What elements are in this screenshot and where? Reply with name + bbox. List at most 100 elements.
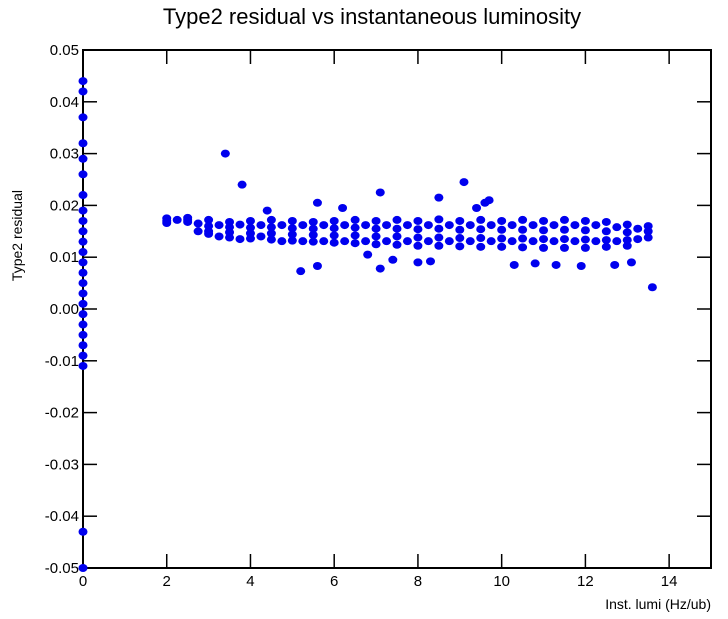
- point: [266, 235, 276, 244]
- point: [78, 216, 88, 225]
- point: [340, 221, 350, 230]
- point: [220, 149, 230, 158]
- point: [361, 221, 371, 230]
- point: [643, 233, 653, 242]
- point: [612, 237, 622, 246]
- point: [287, 224, 297, 233]
- point: [392, 224, 402, 233]
- point: [497, 234, 507, 243]
- point: [455, 225, 465, 234]
- point: [476, 215, 486, 224]
- point: [78, 206, 88, 215]
- point: [245, 216, 255, 225]
- point: [434, 193, 444, 202]
- point: [559, 225, 569, 234]
- point: [78, 527, 88, 536]
- point: [539, 226, 549, 235]
- point: [518, 225, 528, 234]
- point: [528, 237, 538, 246]
- point: [350, 239, 360, 248]
- point: [633, 235, 643, 244]
- point: [413, 258, 423, 267]
- point: [423, 221, 433, 230]
- point: [277, 237, 287, 246]
- point: [312, 198, 322, 207]
- point: [484, 196, 494, 205]
- point: [455, 216, 465, 225]
- point: [518, 215, 528, 224]
- point: [78, 191, 88, 200]
- point: [162, 219, 172, 228]
- point: [622, 241, 632, 250]
- point: [539, 216, 549, 225]
- point: [78, 341, 88, 350]
- point: [329, 224, 339, 233]
- point: [78, 320, 88, 329]
- point: [434, 233, 444, 242]
- point: [78, 113, 88, 122]
- point: [371, 224, 381, 233]
- point: [78, 268, 88, 277]
- point: [392, 215, 402, 224]
- point: [465, 221, 475, 230]
- point: [507, 221, 517, 230]
- point: [455, 242, 465, 251]
- point: [256, 232, 266, 241]
- point: [413, 225, 423, 234]
- point: [580, 226, 590, 235]
- point: [576, 262, 586, 271]
- point: [423, 237, 433, 246]
- point: [601, 217, 611, 226]
- y-tick-label: 0.01: [50, 249, 79, 266]
- y-tick-label: 0.02: [50, 197, 79, 214]
- point: [549, 221, 559, 230]
- point: [266, 223, 276, 232]
- point: [392, 232, 402, 241]
- point: [225, 233, 235, 242]
- point: [329, 238, 339, 247]
- point: [78, 258, 88, 267]
- point: [78, 361, 88, 370]
- point: [78, 77, 88, 86]
- point: [235, 235, 245, 244]
- point: [308, 217, 318, 226]
- point: [214, 221, 224, 230]
- point: [266, 215, 276, 224]
- point: [382, 237, 392, 246]
- point: [204, 215, 214, 224]
- plot-frame: [82, 49, 712, 569]
- point: [413, 241, 423, 250]
- x-tick-label: 8: [414, 573, 422, 590]
- point: [363, 250, 373, 259]
- point: [476, 234, 486, 243]
- point: [78, 564, 88, 572]
- point: [528, 221, 538, 230]
- y-tick-label: 0.04: [50, 94, 79, 111]
- point: [444, 221, 454, 230]
- point: [78, 237, 88, 246]
- point: [402, 237, 412, 246]
- point: [580, 243, 590, 252]
- point: [559, 215, 569, 224]
- point: [601, 236, 611, 245]
- point: [622, 220, 632, 229]
- point: [601, 242, 611, 251]
- point: [444, 237, 454, 246]
- point: [296, 267, 306, 276]
- point: [319, 237, 329, 246]
- x-tick-label: 4: [246, 573, 254, 590]
- y-tick-label: -0.02: [45, 405, 79, 422]
- point: [455, 234, 465, 243]
- point: [266, 229, 276, 238]
- point: [78, 279, 88, 288]
- point: [497, 242, 507, 251]
- point: [518, 234, 528, 243]
- point: [193, 227, 203, 236]
- y-axis-label: Type2 residual: [9, 190, 25, 281]
- point: [434, 224, 444, 233]
- point: [580, 216, 590, 225]
- point: [392, 240, 402, 249]
- point: [237, 180, 247, 189]
- y-tick-label: -0.05: [45, 560, 79, 577]
- x-tick-label: 12: [577, 573, 594, 590]
